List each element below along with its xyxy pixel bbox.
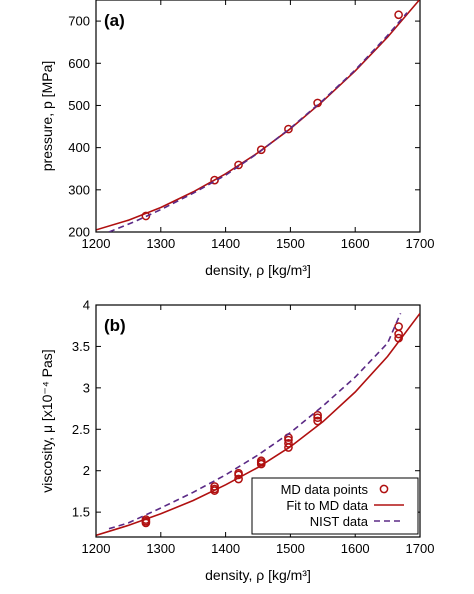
plot-area xyxy=(96,312,420,537)
pressure-chart: 1200 1300 1400 1500 1600 1700 200 300 400 500 600 7… xyxy=(39,0,434,278)
plot-frame xyxy=(95,304,421,538)
x-tick-label: 1300 xyxy=(146,236,175,251)
md-data-point xyxy=(284,439,293,448)
x-tick-label: 1200 xyxy=(82,236,111,251)
y-tick-label: 600 xyxy=(68,56,90,71)
axis-ticks: 1200 1300 1400 1500 1600 1700 1.5 2 2.5 3 3.5 4 xyxy=(72,298,435,557)
md-data-point xyxy=(256,145,266,155)
y-tick-label: 500 xyxy=(68,98,90,113)
x-tick-label: 1500 xyxy=(276,541,305,556)
md-data-point xyxy=(313,410,322,420)
md-data-point xyxy=(313,416,322,426)
md-data-point xyxy=(234,160,243,170)
x-tick-label: 1200 xyxy=(82,541,111,556)
plot-area xyxy=(96,0,420,232)
legend: MD data points Fit to MD data NIST data xyxy=(251,477,419,535)
x-tick-label: 1500 xyxy=(276,236,305,251)
y-axis-label: viscosity, μ [x10⁻⁴ Pas] xyxy=(39,349,55,492)
viscosity-chart: 1200 1300 1400 1500 1600 1700 1.5 2 2.5 3 3.5 4 (b)… xyxy=(39,298,434,584)
md-data-point xyxy=(313,413,322,423)
y-axis-label: pressure, p [MPa] xyxy=(39,61,55,172)
y-tick-label: 300 xyxy=(68,182,90,197)
nist-curve xyxy=(108,312,402,530)
x-tick-label: 1600 xyxy=(341,236,370,251)
x-axis-label: density, ρ [kg/m³] xyxy=(205,567,311,583)
plot-frame xyxy=(95,0,421,233)
x-tick-label: 1400 xyxy=(211,236,240,251)
fit-curve xyxy=(96,0,420,231)
legend-label-nist: NIST data xyxy=(310,514,369,529)
md-data-point xyxy=(256,456,266,466)
plot-marks xyxy=(96,0,420,232)
x-tick-label: 1300 xyxy=(146,541,175,556)
y-tick-label: 3.5 xyxy=(72,339,90,354)
axis-ticks: 1200 1300 1400 1500 1600 1700 200 300 400 500 600 7… xyxy=(68,0,434,251)
md-data-point xyxy=(394,322,403,331)
y-tick-label: 700 xyxy=(68,14,90,29)
y-tick-label: 3 xyxy=(83,380,90,395)
panel-label: (a) xyxy=(104,11,125,30)
y-tick-label: 400 xyxy=(68,140,90,155)
x-axis-label: density, ρ [kg/m³] xyxy=(205,262,311,278)
x-tick-label: 1700 xyxy=(406,541,435,556)
panel-label: (b) xyxy=(104,316,126,335)
legend-box xyxy=(251,477,419,535)
plot-marks xyxy=(96,312,420,537)
y-tick-label: 200 xyxy=(68,225,90,240)
fit-curve xyxy=(96,312,420,537)
x-tick-label: 1400 xyxy=(211,541,240,556)
md-data-point xyxy=(284,124,293,134)
y-tick-label: 4 xyxy=(83,298,90,313)
md-data-point xyxy=(234,468,243,478)
legend-marker-md xyxy=(379,484,389,494)
md-data-point xyxy=(284,435,293,445)
md-data-point xyxy=(394,10,403,20)
md-data-point xyxy=(141,211,151,221)
nist-curve xyxy=(108,12,408,232)
y-tick-label: 2 xyxy=(83,463,90,478)
x-tick-label: 1700 xyxy=(406,236,435,251)
x-tick-label: 1600 xyxy=(341,541,370,556)
legend-label-md: MD data points xyxy=(281,482,369,497)
y-tick-label: 2.5 xyxy=(72,422,90,437)
legend-label-fit: Fit to MD data xyxy=(286,498,368,513)
y-tick-label: 1.5 xyxy=(72,505,90,520)
